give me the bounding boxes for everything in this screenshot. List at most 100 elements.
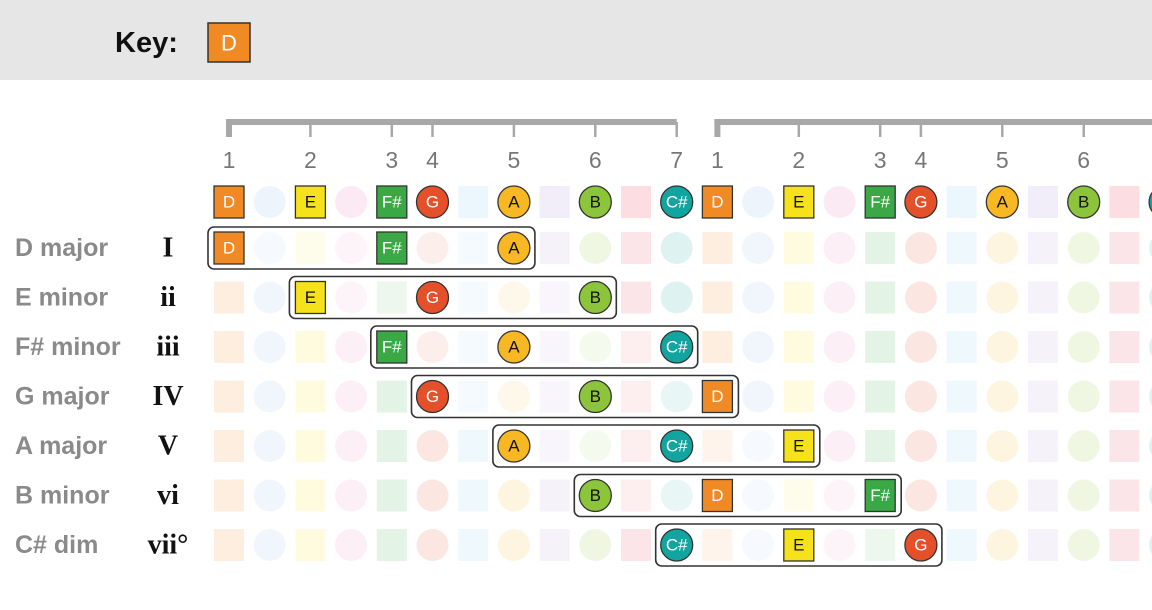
- degree-label: 3: [874, 147, 887, 173]
- faded-note: [335, 232, 368, 264]
- faded-note: [702, 529, 733, 561]
- faded-note: [295, 529, 326, 561]
- faded-note: [1028, 430, 1058, 462]
- scale-note: [660, 185, 694, 219]
- chord-note: [864, 478, 896, 513]
- faded-note: [335, 529, 368, 561]
- note-label: E: [793, 536, 804, 555]
- faded-note: [253, 186, 286, 218]
- faded-note: [702, 331, 733, 363]
- scale-note: [904, 185, 938, 219]
- faded-note: [539, 232, 570, 264]
- faded-note: [742, 186, 775, 218]
- chord-note: [701, 379, 734, 414]
- note-label: F#: [870, 486, 890, 505]
- note-label: C#: [666, 437, 688, 456]
- faded-note: [946, 479, 977, 512]
- chord-name: D major: [15, 234, 108, 262]
- faded-note: [497, 479, 530, 512]
- faded-note: [458, 331, 489, 363]
- faded-note: [1109, 529, 1140, 561]
- faded-note: [458, 281, 489, 314]
- faded-note: [742, 281, 775, 314]
- chord-note: [497, 429, 531, 463]
- faded-note: [986, 529, 1019, 561]
- note-label: E: [793, 193, 804, 212]
- degree-label: 5: [508, 147, 521, 173]
- faded-note: [497, 529, 530, 561]
- faded-note: [1149, 436, 1152, 456]
- faded-note: [376, 281, 407, 314]
- faded-note: [253, 281, 286, 314]
- faded-note: [986, 380, 1019, 413]
- note-label: B: [1078, 193, 1089, 212]
- faded-note: [904, 430, 937, 462]
- faded-note: [742, 232, 775, 264]
- faded-note: [823, 331, 856, 363]
- scale-note: [701, 185, 734, 219]
- note-label: D: [711, 193, 723, 212]
- note-label: B: [590, 288, 601, 307]
- chord-box: [492, 424, 821, 468]
- faded-note: [1149, 337, 1152, 357]
- faded-note: [539, 529, 570, 561]
- chord-note: [701, 478, 734, 513]
- chord-name: G major: [15, 383, 110, 411]
- faded-note: [621, 186, 651, 218]
- faded-note: [458, 430, 489, 462]
- faded-note: [295, 380, 326, 413]
- faded-note: [335, 479, 368, 512]
- faded-note: [783, 380, 814, 413]
- faded-note: [1028, 479, 1058, 512]
- scale-note: [578, 185, 612, 219]
- faded-note: [1028, 232, 1058, 264]
- faded-note: [579, 529, 612, 561]
- faded-note: [335, 380, 368, 413]
- faded-note: [823, 232, 856, 264]
- note-label: D: [711, 387, 723, 406]
- scale-note: [1067, 185, 1101, 219]
- faded-note: [823, 479, 856, 512]
- faded-note: [660, 232, 693, 264]
- scale-note: [783, 185, 815, 219]
- faded-note: [458, 380, 489, 413]
- faded-note: [1067, 232, 1100, 264]
- chord-numeral: IV: [152, 381, 183, 412]
- chord-note: [660, 528, 694, 562]
- faded-note: [497, 281, 530, 314]
- faded-note: [539, 331, 570, 363]
- faded-note: [458, 186, 489, 218]
- chord-note: [213, 231, 245, 265]
- faded-note: [253, 529, 286, 561]
- scale-note: [415, 185, 450, 219]
- degree-label: 4: [426, 147, 439, 173]
- degree-label: 1: [711, 147, 724, 173]
- degree-label: 2: [304, 147, 317, 173]
- faded-note: [253, 232, 286, 264]
- chord-name: E minor: [15, 284, 108, 312]
- note-label: G: [426, 193, 439, 212]
- note-label: F#: [382, 193, 402, 212]
- note-label: F#: [382, 239, 402, 258]
- faded-note: [416, 529, 449, 561]
- note-label: D: [223, 239, 235, 258]
- chord-numeral: I: [163, 233, 174, 264]
- faded-note: [539, 430, 570, 462]
- scale-note: [213, 185, 245, 219]
- chord-note: [904, 528, 938, 562]
- faded-note: [214, 281, 244, 314]
- faded-note: [904, 380, 937, 413]
- note-label: C#: [666, 536, 688, 555]
- chord-numeral: V: [158, 431, 178, 462]
- note-label: E: [305, 193, 316, 212]
- faded-note: [295, 430, 326, 462]
- faded-note: [783, 281, 814, 314]
- chord-note: [376, 231, 408, 265]
- chord-note: [497, 231, 531, 265]
- faded-note: [946, 281, 977, 314]
- faded-note: [904, 479, 937, 512]
- chord-note: [415, 280, 450, 315]
- chord-note: [783, 429, 815, 463]
- faded-note: [376, 479, 407, 512]
- faded-note: [214, 430, 244, 462]
